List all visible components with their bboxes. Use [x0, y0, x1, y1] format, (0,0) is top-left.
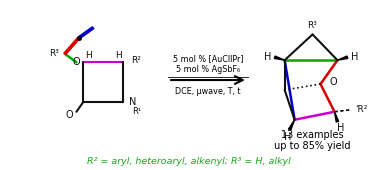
Polygon shape — [335, 112, 339, 122]
Text: O: O — [330, 77, 337, 87]
Text: 5 mol % [AuClIPr]: 5 mol % [AuClIPr] — [173, 54, 243, 63]
Polygon shape — [288, 120, 294, 130]
Text: H: H — [351, 52, 358, 62]
Text: H: H — [284, 132, 291, 142]
Text: H: H — [337, 123, 344, 133]
Text: O: O — [73, 57, 80, 67]
Text: H: H — [115, 51, 122, 60]
Text: R³: R³ — [50, 49, 59, 58]
Text: H: H — [85, 51, 92, 60]
Polygon shape — [338, 56, 348, 60]
Text: R² = aryl, heteroaryl, alkenyl; R³ = H, alkyl: R² = aryl, heteroaryl, alkenyl; R³ = H, … — [87, 157, 291, 166]
Text: N: N — [129, 97, 136, 107]
Polygon shape — [274, 56, 285, 60]
Text: H: H — [264, 52, 271, 62]
Text: R¹: R¹ — [132, 107, 141, 116]
Text: R²: R² — [131, 56, 141, 65]
Text: O: O — [66, 110, 73, 120]
Text: 'R²: 'R² — [355, 105, 367, 114]
Text: 5 mol % AgSbF₆: 5 mol % AgSbF₆ — [176, 65, 240, 74]
Text: DCE, μwave, T, t: DCE, μwave, T, t — [175, 87, 241, 96]
Text: R³: R³ — [308, 21, 318, 30]
Text: 13 examples: 13 examples — [281, 130, 344, 140]
Text: up to 85% yield: up to 85% yield — [274, 140, 351, 150]
